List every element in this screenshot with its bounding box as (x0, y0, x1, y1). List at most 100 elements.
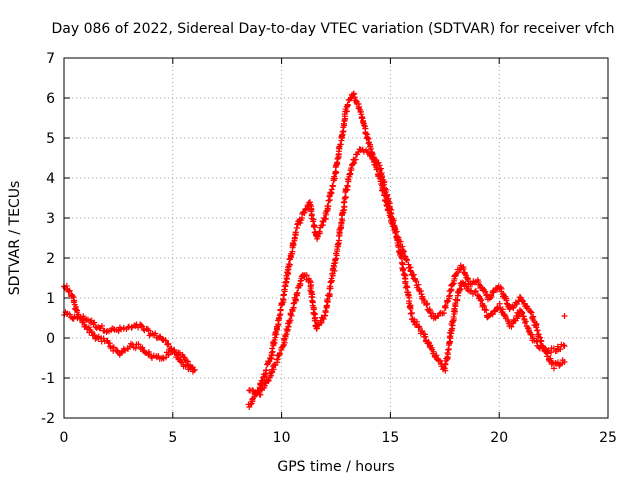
data-point (337, 141, 344, 148)
y-tick-label: 3 (46, 211, 55, 227)
data-point (257, 391, 264, 398)
data-point (518, 297, 525, 304)
chart-title: Day 086 of 2022, Sidereal Day-to-day VTE… (51, 21, 614, 37)
data-point (310, 218, 317, 225)
data-point (294, 221, 301, 228)
data-point (98, 322, 105, 329)
data-point (356, 103, 363, 110)
data-point (65, 288, 72, 295)
data-point (544, 348, 551, 355)
data-point (174, 351, 181, 358)
data-point (402, 278, 409, 285)
data-point (423, 301, 430, 308)
data-point (332, 256, 339, 263)
x-tick-labels: 0 5 10 15 20 25 (60, 430, 617, 446)
data-point (483, 307, 490, 314)
x-tick-label: 5 (168, 430, 177, 446)
data-point (398, 259, 405, 266)
data-point (288, 312, 295, 319)
data-point (472, 288, 479, 295)
data-points (60, 90, 568, 411)
data-point (426, 306, 433, 313)
y-tick-labels: -2 -1 0 1 2 3 4 5 6 7 (41, 51, 55, 427)
data-point (277, 306, 284, 313)
data-point (399, 265, 406, 272)
data-point (297, 278, 304, 285)
outlier-point (561, 313, 568, 319)
data-point (145, 327, 152, 334)
data-point (307, 277, 314, 284)
data-point (188, 364, 195, 371)
data-point (258, 386, 265, 393)
data-point (402, 255, 409, 262)
data-point (273, 331, 280, 338)
data-point (69, 292, 76, 299)
data-point (289, 308, 296, 315)
data-point (165, 340, 172, 347)
y-tick-label: 0 (46, 331, 55, 347)
data-point (446, 295, 453, 302)
x-tick-label: 10 (273, 430, 291, 446)
data-point (404, 257, 411, 264)
data-point (535, 331, 542, 338)
data-point (287, 261, 294, 268)
data-point (422, 333, 429, 340)
data-point (145, 351, 152, 358)
data-point (316, 228, 323, 235)
data-point (326, 290, 333, 297)
data-point (400, 266, 407, 273)
y-tick-label: 7 (46, 51, 55, 67)
data-point (359, 114, 366, 121)
y-tick-label: 4 (46, 171, 55, 187)
data-point (284, 326, 291, 333)
data-point (407, 268, 414, 275)
x-axis-label: GPS time / hours (277, 459, 394, 475)
data-point (165, 350, 172, 357)
data-point (139, 344, 146, 351)
data-point (180, 353, 187, 360)
data-point (269, 345, 276, 352)
data-point (519, 310, 526, 317)
data-point (132, 345, 139, 352)
data-point (91, 319, 98, 326)
data-point (325, 203, 332, 210)
data-point (280, 291, 287, 298)
x-tick-label: 0 (60, 430, 69, 446)
data-point (348, 166, 355, 173)
y-tick-label: -1 (41, 371, 55, 387)
data-point (313, 325, 320, 332)
data-point (276, 312, 283, 319)
data-point (517, 294, 524, 301)
data-point (63, 282, 70, 289)
data-point (442, 361, 449, 368)
data-point (444, 349, 451, 356)
data-point (351, 94, 358, 101)
data-point (377, 165, 384, 172)
data-point (322, 308, 329, 315)
x-tick-label: 20 (490, 430, 508, 446)
data-point (152, 330, 159, 337)
plot-frame (63, 57, 609, 419)
data-point (328, 275, 335, 282)
data-point (450, 313, 457, 320)
data-point (430, 348, 437, 355)
data-point (155, 353, 162, 360)
data-point (88, 328, 95, 335)
data-point (336, 145, 343, 152)
data-point (533, 324, 540, 331)
data-point (416, 323, 423, 330)
data-point (191, 367, 198, 373)
data-point (342, 194, 349, 201)
data-point (309, 215, 316, 222)
data-point (66, 287, 73, 294)
data-point (477, 297, 484, 304)
data-point (449, 281, 456, 288)
data-point (396, 249, 403, 256)
data-point (301, 209, 308, 216)
data-point (556, 362, 563, 369)
data-point (528, 309, 535, 316)
y-tick-label: 5 (46, 131, 55, 147)
data-point (464, 275, 471, 282)
data-point (325, 197, 332, 204)
